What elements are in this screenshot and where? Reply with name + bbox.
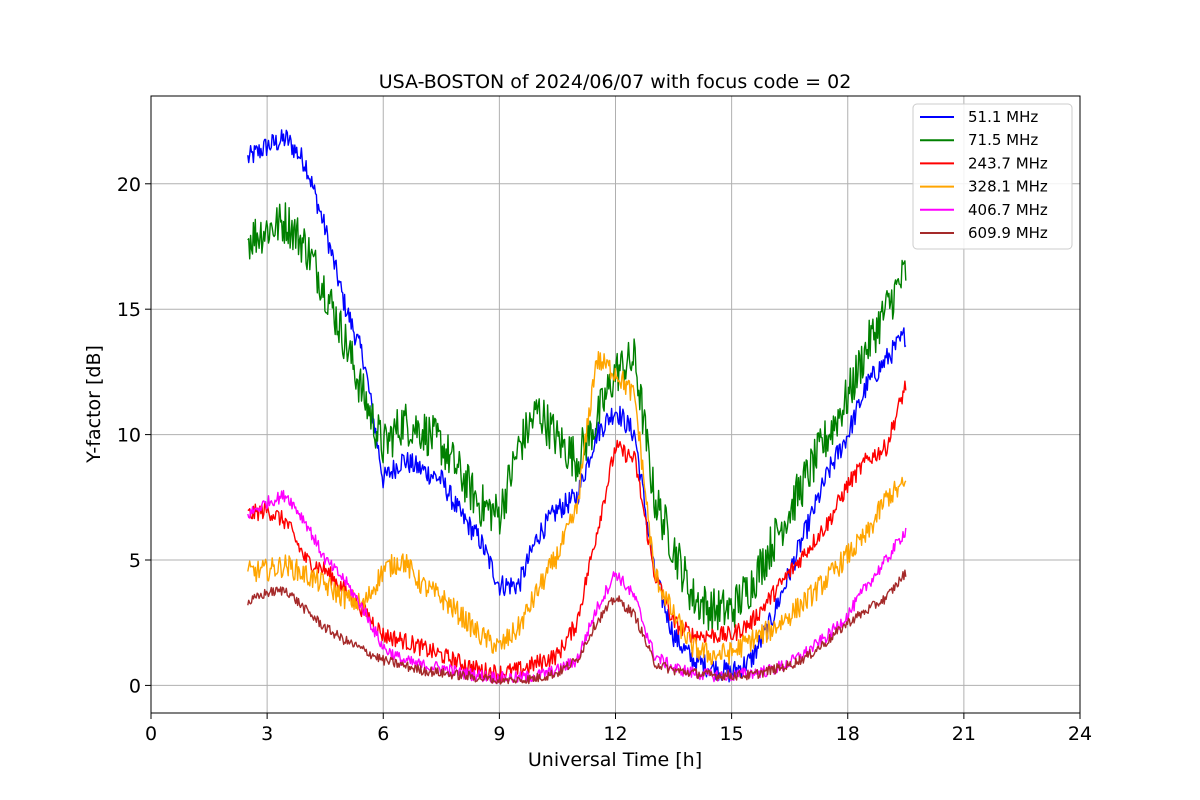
y-tick-label: 5 xyxy=(129,550,141,572)
series-line-5 xyxy=(247,569,907,685)
series-line-1 xyxy=(247,202,907,633)
legend-label-4: 406.7 MHz xyxy=(968,201,1048,219)
y-axis-label: Y-factor [dB] xyxy=(83,345,105,464)
x-tick-label: 3 xyxy=(261,723,273,745)
x-tick-label: 6 xyxy=(377,723,389,745)
series-line-3 xyxy=(247,351,907,666)
axis-ticks: 0 3 6 9 12 15 18 21 24 0 5 10 15 20 xyxy=(117,174,1092,745)
y-tick-label: 10 xyxy=(117,425,141,447)
y-tick-label: 20 xyxy=(117,174,141,196)
legend-label-5: 609.9 MHz xyxy=(968,224,1048,242)
x-tick-label: 12 xyxy=(603,723,627,745)
legend-label-2: 243.7 MHz xyxy=(968,154,1048,172)
x-tick-label: 0 xyxy=(145,723,157,745)
series-layer xyxy=(247,129,907,685)
y-tick-label: 0 xyxy=(129,675,141,697)
x-axis-label: Universal Time [h] xyxy=(528,749,702,771)
x-tick-label: 15 xyxy=(720,723,744,745)
legend-label-0: 51.1 MHz xyxy=(968,108,1038,126)
y-tick-label: 15 xyxy=(117,299,141,321)
chart-title: USA-BOSTON of 2024/06/07 with focus code… xyxy=(379,71,852,93)
legend-label-1: 71.5 MHz xyxy=(968,131,1038,149)
series-line-0 xyxy=(247,129,907,683)
x-tick-label: 18 xyxy=(836,723,860,745)
legend-label-3: 328.1 MHz xyxy=(968,178,1048,196)
x-tick-label: 21 xyxy=(952,723,976,745)
x-tick-label: 9 xyxy=(493,723,505,745)
x-tick-label: 24 xyxy=(1068,723,1092,745)
legend: 51.1 MHz 71.5 MHz 243.7 MHz 328.1 MHz 406.7… xyxy=(912,103,1073,250)
